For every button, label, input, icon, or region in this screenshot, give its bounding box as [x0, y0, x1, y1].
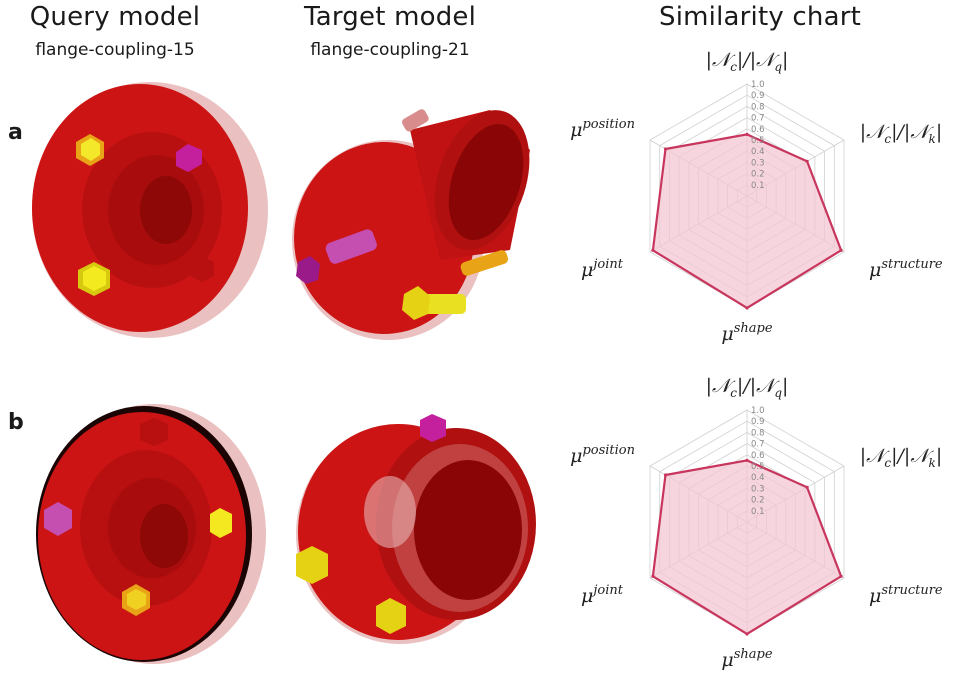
row-label-a: a: [8, 120, 23, 145]
query-model-a-render: [32, 82, 268, 338]
radar-series-polygon: [651, 459, 843, 636]
radar-data-point: [651, 574, 655, 578]
bolt-magenta-1: [176, 144, 202, 172]
target-model-subtitle: flange-coupling-21: [310, 40, 470, 60]
query-model-subtitle: flange-coupling-15: [35, 40, 195, 60]
radar-tick-label: 0.1: [751, 507, 765, 517]
radar-tick-label: 0.1: [751, 181, 765, 191]
bolt-yellow-4: [296, 546, 328, 584]
radar-chart-a: 1.00.90.8 0.70.60.50.40.3 0.20.1 |𝒩c|/|𝒩q| |…: [570, 49, 943, 345]
bolt-magenta-4: [420, 414, 446, 442]
radar-data-point: [839, 574, 843, 578]
query-model-title: Query model: [29, 2, 201, 32]
radar-data-point: [839, 248, 843, 252]
axis-label-nc-nk: |𝒩c|/|𝒩k|: [860, 121, 942, 146]
radar-tick-label: 1.0: [751, 80, 765, 90]
axis-label-mu-shape: μshape: [721, 647, 772, 671]
radar-tick-label: 0.3: [751, 484, 765, 494]
radar-tick-label: 0.3: [751, 158, 765, 168]
radar-data-point: [805, 485, 809, 489]
axis-label-nc-nk: |𝒩c|/|𝒩k|: [860, 445, 942, 470]
radar-data-point: [651, 248, 655, 252]
bolt-magenta-2: [296, 229, 377, 284]
radar-data-point: [745, 458, 749, 462]
radar-tick-label: 0.2: [751, 496, 765, 506]
radar-tick-label: 0.6: [751, 451, 765, 461]
axis-label-mu-position: μposition: [570, 443, 635, 467]
bolt-yellow-1: [78, 262, 110, 296]
radar-chart-b: 1.00.90.8 0.70.60.50.40.3 0.20.1 |𝒩c|/|𝒩q| |…: [570, 375, 943, 671]
target-model-b-render: [296, 414, 536, 644]
similarity-chart-title: Similarity chart: [659, 2, 861, 32]
radar-tick-label: 0.7: [751, 114, 765, 124]
target-model-a-render: [292, 109, 530, 340]
axis-label-nc-nq: |𝒩c|/|𝒩q|: [706, 49, 789, 74]
radar-tick-label: 0.4: [751, 147, 765, 157]
axis-label-mu-structure: μstructure: [869, 257, 943, 281]
axis-label-mu-joint: μjoint: [581, 257, 624, 281]
radar-tick-label: 0.7: [751, 440, 765, 450]
axis-label-mu-shape: μshape: [721, 321, 772, 345]
query-model-b-render: [36, 404, 266, 664]
radar-tick-label: 0.2: [751, 170, 765, 180]
bolt-yellow-3: [210, 508, 232, 538]
bolt-hidden-3: [140, 418, 168, 446]
radar-data-point: [663, 147, 668, 151]
radar-tick-label: 0.8: [751, 102, 765, 112]
axis-label-mu-joint: μjoint: [581, 583, 624, 607]
bolt-orange-1: [76, 134, 104, 166]
radar-tick-label: 1.0: [751, 406, 765, 416]
bolt-orange-3: [122, 584, 150, 616]
radar-data-point: [745, 632, 749, 636]
bolt-top-2: [402, 109, 429, 132]
bolt-yellow-2: [402, 286, 466, 320]
radar-series-polygon: [651, 133, 843, 310]
bolt-magenta-3: [44, 502, 72, 536]
target-model-title: Target model: [303, 2, 477, 32]
radar-tick-label: 0.6: [751, 125, 765, 135]
bolt-yellow-5: [376, 598, 406, 634]
axis-label-mu-position: μposition: [570, 117, 635, 141]
bolt-hidden-1: [190, 256, 214, 282]
radar-tick-label: 0.8: [751, 428, 765, 438]
radar-tick-label: 0.5: [751, 462, 765, 472]
radar-tick-label: 0.9: [751, 91, 765, 101]
bolt-orange-2: [460, 250, 508, 276]
axis-label-nc-nq: |𝒩c|/|𝒩q|: [706, 375, 789, 400]
radar-tick-label: 0.5: [751, 136, 765, 146]
radar-data-point: [745, 306, 749, 310]
radar-data-point: [745, 132, 749, 136]
axis-label-mu-structure: μstructure: [869, 583, 943, 607]
radar-tick-label: 0.4: [751, 473, 765, 483]
radar-data-point: [663, 473, 668, 477]
radar-data-point: [805, 159, 809, 163]
row-label-b: b: [8, 410, 24, 435]
radar-tick-label: 0.9: [751, 417, 765, 427]
